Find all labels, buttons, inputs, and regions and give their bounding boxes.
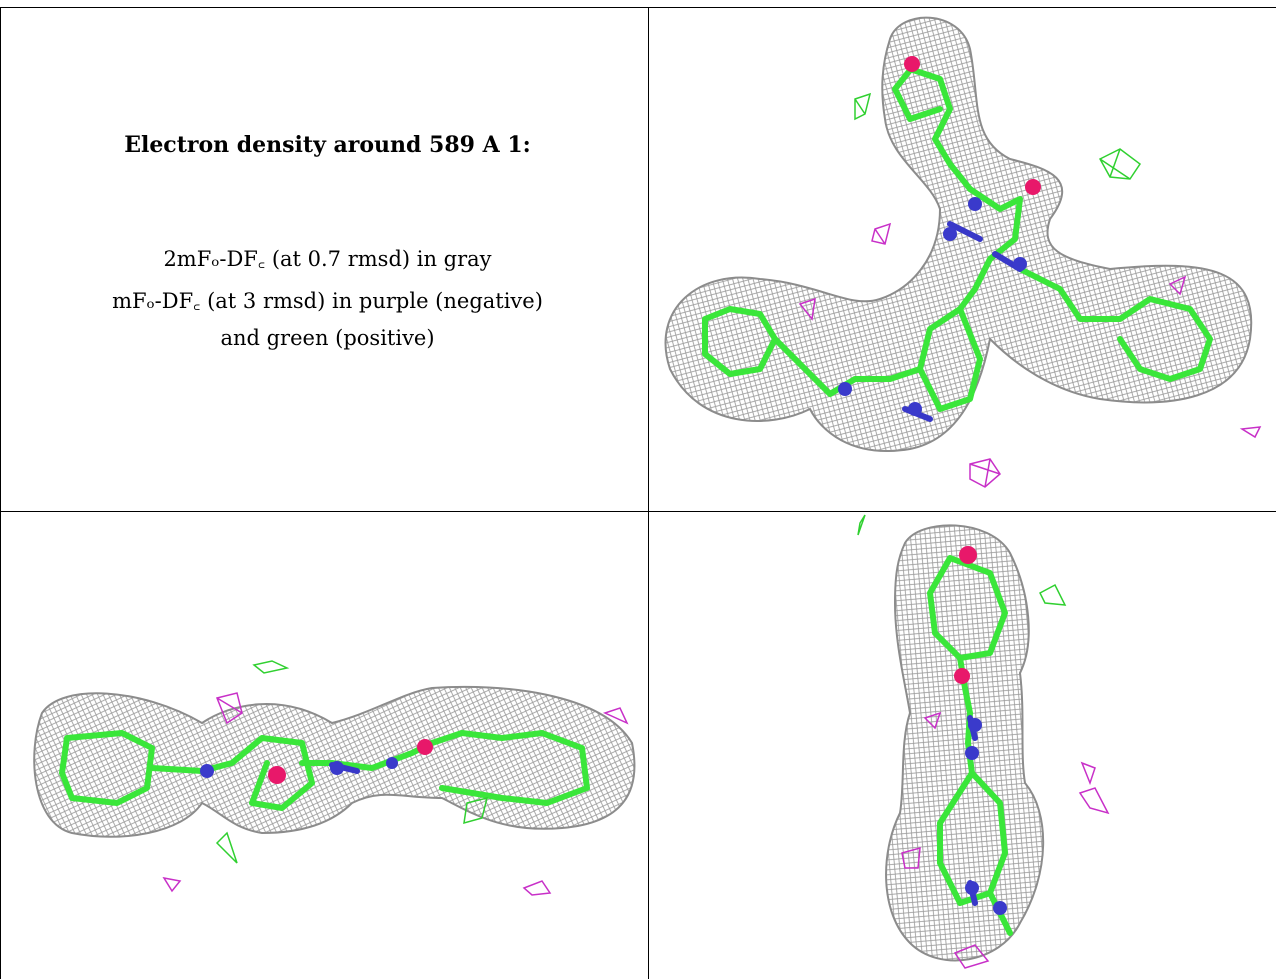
caption-difference-map: mFₒ-DF꜀ (at 3 rmsd) in purple (negative)	[112, 289, 543, 313]
bond-ring-top	[892, 61, 943, 122]
nitrogen-atom-3	[965, 881, 979, 895]
bond-core	[957, 186, 1023, 312]
oxygen-atom-1	[268, 766, 286, 784]
border-top	[0, 7, 1276, 8]
oxygen-atom-2	[954, 668, 970, 684]
negative-density-3	[162, 876, 182, 893]
negative-density-3	[1168, 275, 1187, 296]
positive-density-2	[215, 831, 238, 864]
nitrogen-atom-5	[908, 402, 922, 416]
border-middle	[0, 511, 1276, 512]
caption-title: Electron density around 589 A 1:	[124, 132, 531, 158]
caption-cell: Electron density around 589 A 1: 2mFₒ-DF…	[10, 0, 645, 505]
bond-pyrimidine	[917, 306, 983, 412]
positive-density-2	[1098, 148, 1142, 180]
caption-colors: and green (positive)	[220, 326, 435, 350]
caption-gray-map: 2mFₒ-DF꜀ (at 0.7 rmsd) in gray	[163, 247, 492, 271]
bond-cyclohexane	[59, 730, 155, 806]
view-top-right	[650, 9, 1276, 510]
negative-density-1	[923, 711, 942, 730]
negative-density-3	[1078, 787, 1110, 815]
positive-density-1	[252, 660, 290, 674]
negative-density-1	[871, 222, 892, 245]
view-bottom-right	[650, 513, 1276, 979]
nitrogen-atom-1	[968, 197, 982, 211]
positive-density-2	[1039, 583, 1067, 606]
negative-density-4	[969, 458, 1001, 488]
bond-naphthalene	[1017, 266, 1213, 382]
bond-naphthalene	[429, 730, 590, 806]
nitrogen-atom-3	[386, 757, 398, 769]
bond-cyclohexane	[702, 306, 778, 377]
nitrogen-atom-1	[968, 718, 982, 732]
negative-density-4	[522, 880, 552, 896]
density-mesh	[885, 524, 1045, 962]
nitrogen-atom-3	[1013, 257, 1027, 271]
negative-density-5	[953, 944, 990, 969]
negative-density-1	[215, 692, 243, 725]
bond-ring-top	[927, 555, 1008, 661]
view-bottom-left	[2, 513, 647, 979]
nitrogen-atom-2	[965, 746, 979, 760]
negative-density-4	[901, 846, 921, 869]
density-view-2	[33, 660, 636, 896]
border-left	[0, 7, 1, 979]
nitrogen-atom-2	[943, 227, 957, 241]
positive-density-1	[854, 92, 872, 121]
bond-n-1	[947, 221, 983, 242]
density-view-3	[857, 514, 1110, 969]
nitrogen-atom-1	[200, 764, 214, 778]
negative-density-2	[1080, 761, 1096, 786]
bond-chain	[907, 66, 973, 192]
negative-density-5	[1239, 426, 1262, 439]
density-mesh	[664, 16, 1253, 452]
border-center	[648, 7, 649, 979]
oxygen-atom-1	[904, 56, 920, 72]
nitrogen-atom-4	[838, 382, 852, 396]
density-view-1	[664, 16, 1262, 488]
negative-density-2	[602, 707, 629, 725]
oxygen-atom-2	[417, 739, 433, 755]
nitrogen-atom-4	[993, 901, 1007, 915]
negative-density-2	[798, 297, 816, 321]
nitrogen-atom-2	[330, 761, 344, 775]
positive-density-3	[463, 796, 489, 825]
oxygen-atom-1	[959, 546, 977, 564]
oxygen-atom-2	[1025, 179, 1041, 195]
positive-density-1	[857, 514, 866, 536]
